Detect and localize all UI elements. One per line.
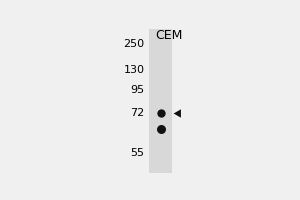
- Bar: [149, 29, 172, 173]
- Text: 130: 130: [124, 65, 145, 75]
- Text: 250: 250: [123, 39, 145, 49]
- Text: 72: 72: [130, 108, 145, 118]
- Text: 95: 95: [130, 85, 145, 95]
- Text: 55: 55: [130, 148, 145, 158]
- Text: CEM: CEM: [155, 29, 182, 42]
